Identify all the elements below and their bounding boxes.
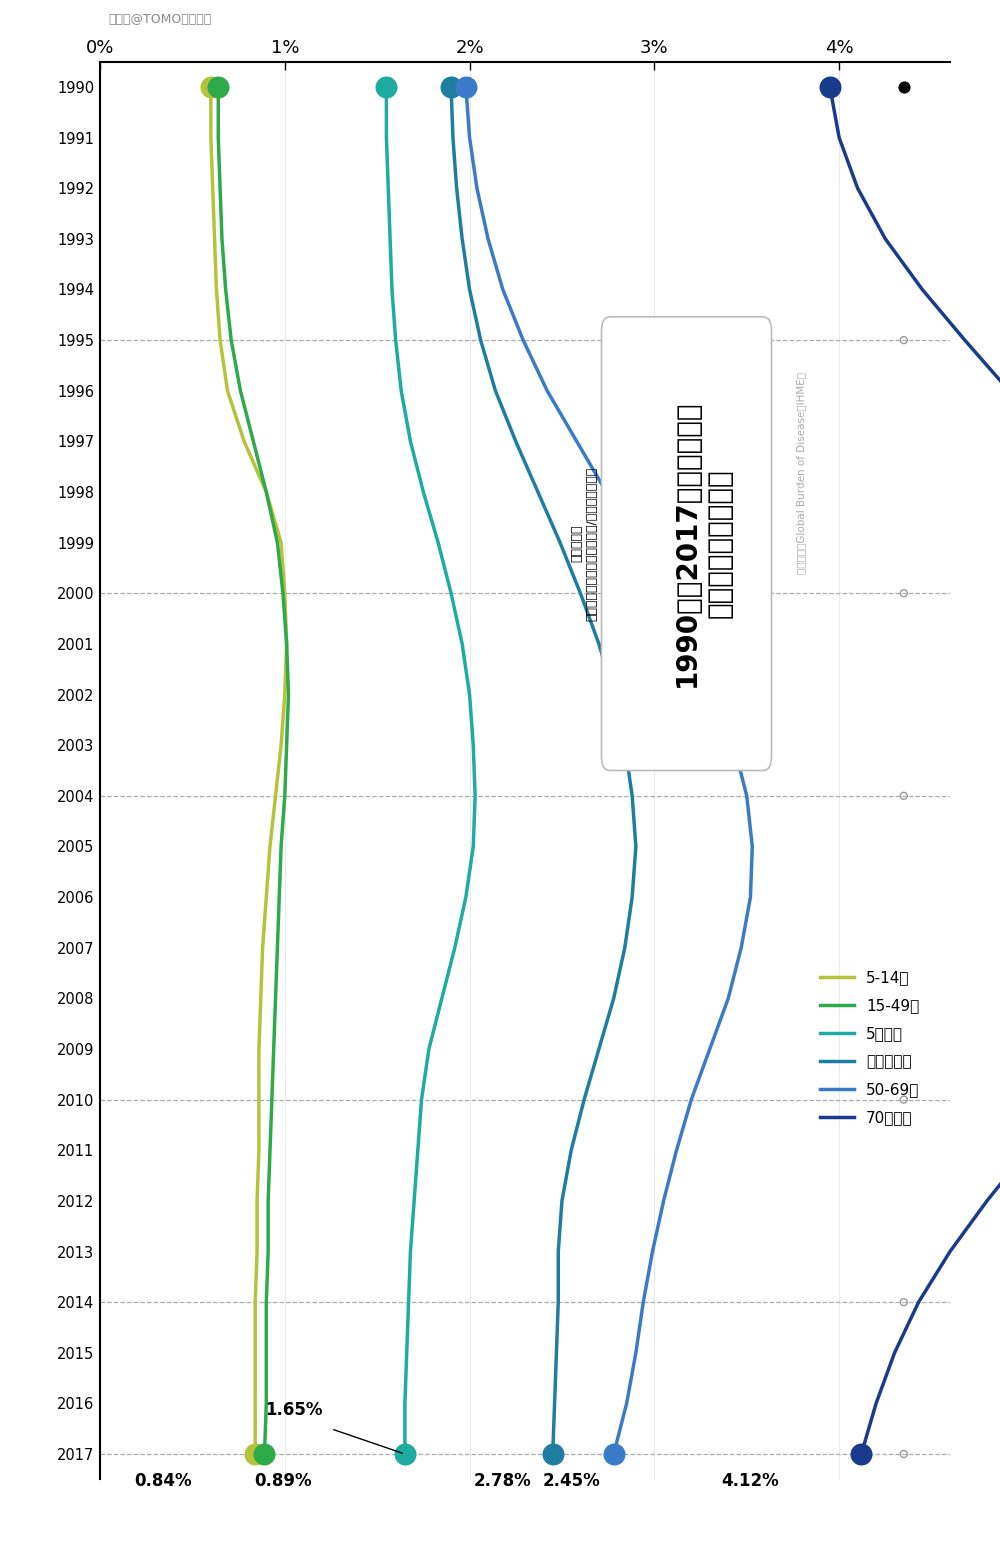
Point [896,74,912,99]
Point [443,74,459,99]
Text: 0.89%: 0.89% [254,1472,312,1490]
Point [896,328,912,353]
Point [606,1442,622,1467]
Text: 1990年至2017年国内按年龄
划分的癌症人口比例: 1990年至2017年国内按年龄 划分的癌症人口比例 [673,401,734,687]
Text: 2.78%: 2.78% [474,1472,532,1490]
Text: 数据说明：
癌症人口比例＝癌症患者数量/该年龄段人口数: 数据说明： 癌症人口比例＝癌症患者数量/该年龄段人口数 [570,467,598,621]
Point [247,1442,263,1467]
Point [853,1442,869,1467]
Point [822,74,838,99]
Text: 搜狐号@TOMO放疗中心: 搜狐号@TOMO放疗中心 [108,14,212,26]
Text: 0.84%: 0.84% [134,1472,192,1490]
Point [896,1290,912,1314]
Point [896,1088,912,1113]
FancyBboxPatch shape [602,317,771,770]
Point [896,783,912,807]
Point [397,1442,413,1467]
Point [896,581,912,606]
Point [210,74,226,99]
Text: 2.45%: 2.45% [542,1472,600,1490]
Point [256,1442,272,1467]
Point [458,74,474,99]
Text: 1.65%: 1.65% [265,1401,323,1419]
Legend: 5-14岁, 15-49岁, 5岁以下, 所有年龄段, 50-69岁, 70岁以下: 5-14岁, 15-49岁, 5岁以下, 所有年龄段, 50-69岁, 70岁以… [814,965,925,1131]
Point [203,74,219,99]
Text: 4.12%: 4.12% [722,1472,779,1490]
Text: 数据来源：Global Burden of Disease（IHME）: 数据来源：Global Burden of Disease（IHME） [796,371,806,573]
Point [545,1442,561,1467]
Point [896,1442,912,1467]
Point [378,74,394,99]
